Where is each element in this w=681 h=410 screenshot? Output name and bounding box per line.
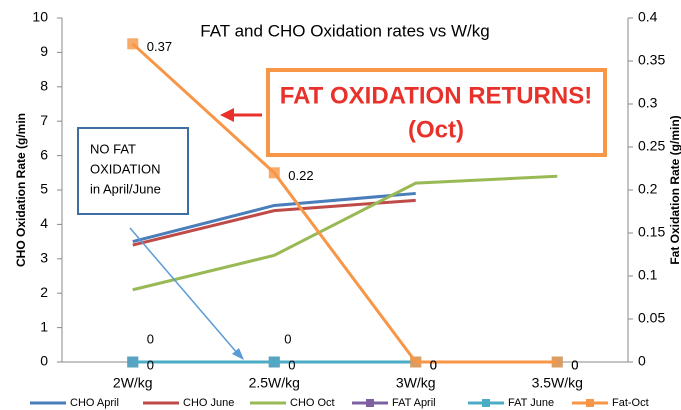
point-marker [410, 356, 422, 368]
legend-label: FAT April [392, 397, 436, 409]
y2-tick-label: 0.4 [638, 9, 658, 25]
annotation-text: FAT OXIDATION RETURNS! [280, 82, 592, 109]
x-tick-label: 2.5W/kg [249, 375, 300, 391]
y-tick-label: 9 [40, 43, 48, 59]
y-tick-label: 8 [40, 78, 48, 94]
data-label: 0 [430, 357, 437, 372]
y-tick-label: 6 [40, 146, 48, 162]
y2-tick-label: 0.3 [638, 95, 658, 111]
series-line [132, 191, 416, 244]
point-marker [551, 356, 563, 368]
y-tick-label: 0 [40, 353, 48, 369]
legend-label: FAT June [508, 397, 554, 409]
legend-marker [586, 399, 594, 407]
data-label: 0 [147, 331, 154, 346]
legend-label: CHO June [183, 397, 234, 409]
y-tick-label: 4 [40, 215, 48, 231]
data-label: 0 [430, 357, 437, 372]
y2-tick-label: 0.15 [638, 224, 665, 240]
annotation-text: (Oct) [408, 116, 464, 143]
legend-marker [366, 399, 374, 407]
legend-label: Fat-Oct [612, 397, 649, 409]
chart-title: FAT and CHO Oxidation rates vs W/kg [200, 21, 489, 40]
annotation-box [77, 127, 189, 215]
annotation-no-fat: NO FAT OXIDATION in April/June [77, 127, 244, 360]
annotation-fat-returns: FAT OXIDATION RETURNS! (Oct) [220, 68, 607, 157]
y2-tick-label: 0.35 [638, 52, 665, 68]
y2-tick-label: 0.2 [638, 181, 658, 197]
data-label: 0 [284, 331, 291, 346]
arrow-head [220, 108, 234, 122]
y-tick-label: 1 [40, 318, 48, 334]
data-label: 0 [147, 357, 154, 372]
y2-tick-label: 0.25 [638, 138, 665, 154]
series-line [132, 174, 558, 292]
annotation-text: in April/June [90, 181, 161, 196]
point-marker [127, 38, 139, 50]
legend-label: CHO Oct [290, 397, 335, 409]
point-marker [268, 167, 280, 179]
series-line [132, 198, 416, 247]
annotation-box [266, 68, 607, 157]
y2-tick-label: 0.1 [638, 267, 658, 283]
data-label: 0.22 [288, 168, 313, 183]
series-line [131, 42, 558, 364]
y-tick-label: 7 [40, 112, 48, 128]
y-tick-label: 5 [40, 181, 48, 197]
legend-marker [482, 399, 490, 407]
y2-tick-label: 0 [638, 353, 646, 369]
y2-axis-label: Fat Oxidation Rate (g/min) [668, 115, 681, 264]
annotation-text: NO FAT [90, 141, 136, 156]
x-tick-label: 3W/kg [396, 375, 436, 391]
x-tick-label: 2W/kg [113, 375, 153, 391]
point-marker [268, 356, 280, 368]
data-label: 0 [288, 357, 295, 372]
data-label: 0.37 [147, 39, 172, 54]
point-marker [127, 356, 139, 368]
data-label: 0 [571, 357, 578, 372]
y2-tick-label: 0.05 [638, 310, 665, 326]
y-axis-label: CHO Oxidation Rate (g/min [14, 113, 28, 267]
y-tick-label: 2 [40, 284, 48, 300]
arrow-head [232, 348, 244, 360]
data-label: 0 [571, 357, 578, 372]
annotation-text: OXIDATION [90, 161, 161, 176]
y-tick-label: 10 [32, 9, 48, 25]
arrow [129, 227, 239, 355]
legend-label: CHO April [70, 397, 119, 409]
y-tick-label: 3 [40, 250, 48, 266]
x-tick-label: 3.5W/kg [532, 375, 583, 391]
